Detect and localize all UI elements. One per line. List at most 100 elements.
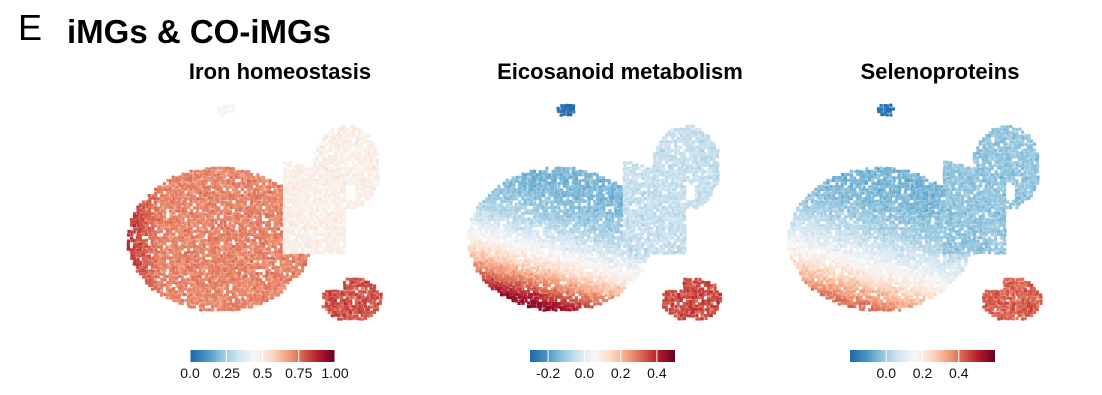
cell-point (286, 266, 290, 270)
cell-point (208, 241, 212, 245)
cell-point (178, 254, 182, 258)
cell-point (556, 188, 561, 192)
cell-point (177, 235, 182, 240)
cell-point (363, 316, 367, 320)
cell-point (354, 182, 359, 186)
cell-point (261, 193, 265, 197)
umap-panel-iron-homeostasis: Iron homeostasis 0.0 0.25 0.5 0.75 1.00 (110, 58, 450, 388)
cell-point (358, 199, 362, 203)
cell-point (166, 217, 170, 222)
cell-point (360, 142, 365, 146)
cell-point (169, 262, 173, 267)
cell-point (231, 203, 235, 207)
cell-point (216, 266, 220, 270)
cell-point (550, 188, 555, 192)
cell-point (551, 169, 555, 174)
cell-point (229, 275, 233, 279)
cell-point (644, 170, 648, 174)
cell-point (166, 205, 170, 209)
colorbar-tick-label: 0.5 (253, 365, 273, 381)
cell-point (342, 157, 347, 161)
cell-point (285, 248, 289, 252)
cell-point (315, 239, 319, 243)
cell-point (336, 232, 341, 237)
cell-point (187, 242, 191, 246)
cell-point (174, 241, 179, 245)
cell-point (219, 220, 223, 225)
cell-point (276, 197, 281, 201)
cell-point (225, 292, 229, 296)
cell-point (521, 226, 525, 231)
cell-point (300, 196, 305, 200)
cell-point (366, 163, 370, 167)
cell-point (566, 238, 570, 242)
cell-point (372, 167, 376, 171)
cell-point (228, 221, 232, 225)
cell-point (577, 191, 582, 195)
cell-point (343, 313, 347, 318)
cell-point (623, 185, 627, 189)
cell-point (563, 227, 567, 231)
cell-point (349, 151, 353, 156)
cell-point (641, 227, 645, 231)
cell-point (327, 133, 331, 137)
cell-point (231, 182, 235, 186)
cell-point (241, 221, 245, 225)
cell-point (235, 284, 239, 288)
cell-point (490, 244, 494, 248)
cell-point (144, 212, 148, 216)
cell-point (577, 206, 582, 210)
cell-point (655, 194, 659, 198)
cell-point (271, 184, 275, 189)
cell-point (154, 274, 158, 279)
cell-point (190, 250, 194, 255)
cell-point (500, 203, 504, 207)
cell-point (304, 196, 308, 200)
cell-point (682, 163, 686, 167)
cell-point (333, 185, 337, 189)
cell-point (364, 155, 368, 159)
cell-point (309, 185, 313, 189)
cell-point (548, 188, 552, 192)
cell-point (581, 235, 585, 240)
cell-point (252, 175, 256, 180)
cell-point (372, 175, 377, 180)
cell-point (541, 208, 546, 212)
cell-point (527, 242, 531, 246)
panel-letter: E (18, 7, 43, 48)
cell-point (595, 185, 599, 189)
cell-point (550, 236, 555, 240)
cell-point (622, 175, 626, 179)
cell-point (571, 170, 575, 174)
cell-point (241, 289, 245, 293)
cell-point (294, 266, 298, 270)
cell-point (321, 224, 325, 228)
cell-point (662, 197, 666, 201)
cell-point (189, 176, 193, 180)
cell-point (223, 236, 227, 240)
cell-point (240, 176, 245, 180)
cell-point (590, 181, 594, 185)
cell-point (301, 166, 305, 171)
cell-point (532, 172, 536, 176)
cell-point (201, 278, 206, 282)
cell-point (220, 181, 224, 185)
cell-point (198, 188, 202, 192)
cell-point (228, 232, 232, 237)
cell-point (343, 193, 347, 198)
cell-point (337, 137, 341, 141)
cell-point (319, 200, 323, 204)
cell-point (664, 152, 669, 156)
cell-point (517, 208, 521, 212)
cell-point (665, 200, 669, 204)
cell-point (283, 172, 287, 176)
cell-point (673, 128, 678, 132)
cell-point (204, 181, 208, 185)
cell-point (265, 187, 269, 192)
cell-point (187, 287, 191, 291)
cell-point (159, 247, 164, 252)
cell-point (560, 242, 564, 246)
cell-point (258, 293, 262, 297)
cell-point (220, 275, 224, 279)
cell-point (181, 241, 185, 246)
